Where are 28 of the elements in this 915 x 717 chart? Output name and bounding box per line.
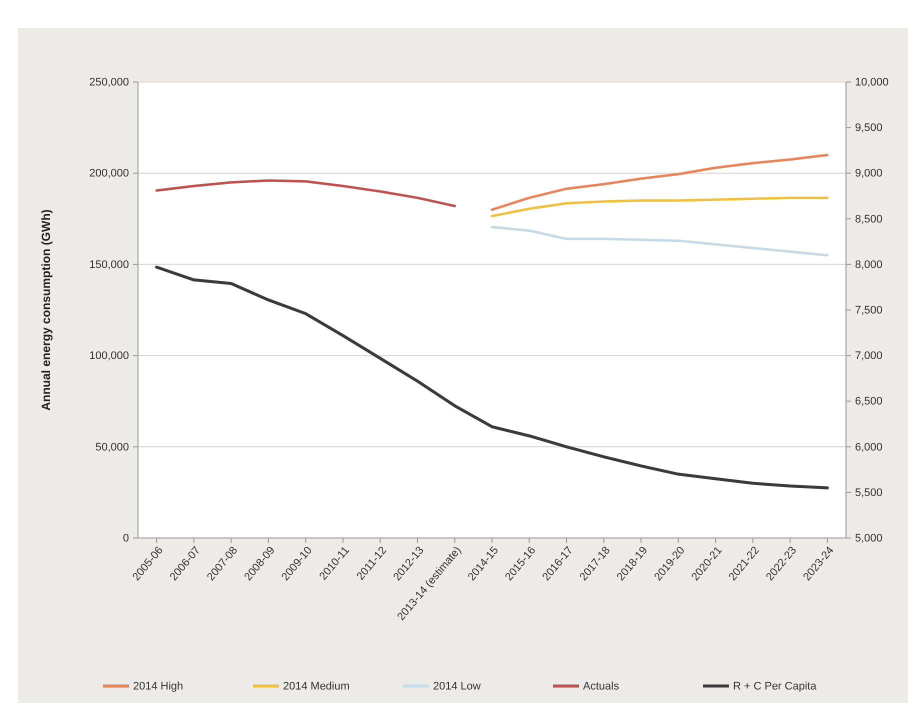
- line-series: [490, 226, 829, 257]
- y-tick-label: 100,000: [89, 350, 129, 362]
- y2-tick-label: 7,000: [855, 350, 883, 362]
- legend-label: 2014 Medium: [283, 680, 350, 693]
- y-tick-label: 0: [122, 532, 129, 545]
- y-tick-label: 50,000: [95, 441, 129, 454]
- line-series: [490, 196, 829, 218]
- legend-label: 2014 Low: [433, 680, 481, 693]
- y2-tick-label: 6,000: [855, 441, 883, 454]
- y2-tick-label: 5,000: [855, 532, 883, 545]
- y2-tick-label: 6,500: [855, 396, 883, 408]
- y-tick-label: 150,000: [89, 258, 129, 271]
- y2-tick-label: 7,500: [855, 304, 883, 317]
- legend-label: R + C Per Capita: [733, 680, 818, 693]
- y-tick-label: 200,000: [89, 168, 129, 180]
- y2-tick-label: 10,000: [855, 76, 889, 89]
- line-series: [155, 266, 829, 490]
- y2-tick-label: 9,000: [855, 168, 883, 180]
- y2-tick-label: 5,500: [855, 486, 883, 499]
- y2-tick-label: 8,500: [855, 213, 883, 226]
- line-series: [155, 179, 456, 208]
- y2-tick-label: 9,500: [855, 122, 883, 134]
- line-series: [490, 154, 829, 211]
- y-axis-title: Annual energy consumption (GWh): [39, 209, 53, 411]
- legend-label: 2014 High: [133, 680, 184, 693]
- y-tick-label: 250,000: [89, 76, 129, 89]
- y2-tick-label: 8,000: [855, 258, 883, 271]
- legend-label: Actuals: [583, 680, 620, 693]
